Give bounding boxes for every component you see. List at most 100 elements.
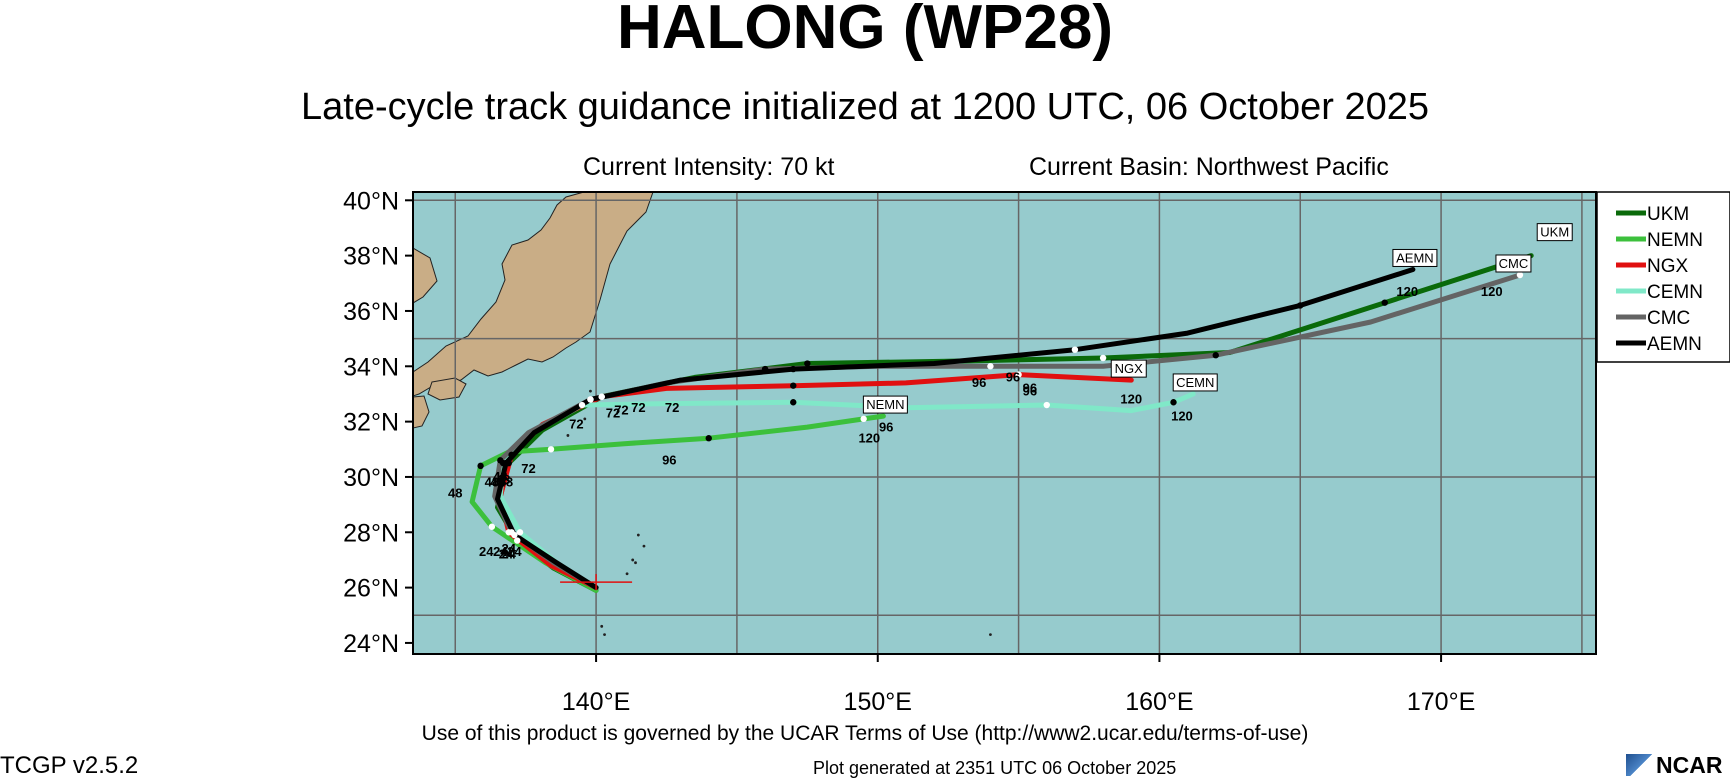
track-end-label: CEMN — [1176, 375, 1214, 390]
legend-label-ngx: NGX — [1647, 256, 1689, 277]
track-end-label: UKM — [1540, 225, 1569, 240]
ncar-logo: NCAR — [1626, 752, 1722, 779]
track-point-nemn — [477, 462, 484, 470]
current-basin: Current Basin: Northwest Pacific — [1029, 153, 1389, 181]
legend-label-nemn: NEMN — [1647, 230, 1703, 251]
legend-label-cmc: CMC — [1647, 308, 1690, 329]
track-point-aemn — [587, 396, 594, 403]
track-end-box — [862, 395, 908, 414]
forecast-hour-label: 72 — [521, 461, 535, 476]
track-point-ukm — [1099, 354, 1107, 362]
ocean-area — [413, 192, 1596, 654]
map-axes: 24°N 26°N 28°N 30°N 32°N 34°N 36°N 38°N 40°N 140°… — [343, 187, 1475, 716]
lat-tick-label: 28°N — [343, 519, 399, 547]
forecast-hour-label: 24 — [502, 541, 517, 556]
island-dot — [600, 624, 604, 628]
track-line-aemn — [495, 267, 1416, 591]
track-line-nemn — [469, 413, 886, 593]
track-point-cmc — [1212, 352, 1219, 359]
version-label: TCGP v2.5.2 — [0, 752, 139, 779]
legend-box — [1596, 191, 1730, 363]
lat-tick-label: 38°N — [343, 243, 399, 271]
forecast-hour-label: 24 — [479, 544, 494, 559]
forecast-hour-label: 96 — [662, 453, 676, 468]
track-end-label: AEMN — [1396, 250, 1434, 265]
track-point-nemn — [547, 446, 555, 453]
track-end-label: NGX — [1115, 361, 1144, 376]
legend-label-ukm: UKM — [1647, 204, 1689, 225]
legend-label-aemn: AEMN — [1647, 334, 1702, 355]
plot-generated-time: Plot generated at 2351 UTC 06 October 20… — [813, 758, 1177, 778]
island-dot — [631, 558, 635, 562]
track-end-label: CMC — [1499, 256, 1529, 271]
track-point-ukm — [804, 360, 811, 367]
forecast-hour-label: 48 — [499, 475, 513, 490]
track-point-cmc — [987, 363, 994, 370]
legend: UKM NEMN NGX CEMN CMC AEMN — [1596, 191, 1730, 363]
track-point-cemn — [578, 401, 586, 409]
track-point-aemn — [1071, 346, 1079, 353]
island-dot — [634, 561, 637, 565]
island-dot — [642, 544, 646, 548]
forecast-hour-label: 120 — [1396, 284, 1418, 299]
lat-tick-label: 26°N — [343, 575, 399, 603]
track-end-box — [1110, 359, 1147, 378]
forecast-hour-label: 72 — [569, 417, 583, 432]
track-point-cemn — [516, 529, 524, 536]
track-point-aemn — [502, 459, 510, 467]
legend-label-cemn: CEMN — [1647, 282, 1703, 303]
track-point-cemn — [790, 399, 797, 406]
track-point-cemn — [1170, 399, 1177, 406]
lon-tick-label: 160°E — [1125, 688, 1193, 716]
track-point-aemn — [1297, 302, 1304, 309]
forecast-hour-label: 120 — [1481, 284, 1503, 299]
lon-tick-label: 170°E — [1407, 688, 1475, 716]
lat-tick-label: 36°N — [343, 298, 399, 326]
lat-tick-label: 40°N — [343, 187, 399, 215]
ncar-logo-text: NCAR — [1656, 752, 1723, 778]
forecast-hour-label: 72 — [606, 405, 620, 420]
lat-tick-label: 24°N — [343, 630, 399, 658]
forecast-hour-label: 72 — [614, 403, 628, 418]
small-islands — [566, 389, 992, 637]
forecast-hour-label: 72 — [631, 400, 645, 415]
track-point-cmc — [497, 457, 504, 464]
lat-tick-label: 34°N — [343, 353, 399, 381]
forecast-hour-label: 24 — [493, 544, 508, 559]
map-title: HALONG (WP28) — [617, 0, 1113, 62]
forecast-tracks — [469, 253, 1534, 593]
track-map: 24 48 72 96 120 UKM 24 48 72 96 120 NEMN 24 48 72 96 120… — [343, 187, 1730, 716]
track-point-ngx — [508, 451, 515, 459]
track-point-ukm — [514, 537, 521, 544]
island-dot — [583, 417, 587, 421]
korea-coast — [413, 247, 438, 304]
forecast-hour-label: 24 — [499, 547, 514, 562]
current-intensity: Current Intensity: 70 kt — [583, 153, 835, 181]
track-end-box — [1172, 373, 1218, 392]
track-labels: 24 48 72 96 120 UKM 24 48 72 96 120 NEMN 24 48 72 96 120… — [448, 223, 1573, 562]
forecast-hour-label: 48 — [485, 475, 499, 490]
track-point-nemn — [860, 415, 867, 423]
track-point-nemn — [705, 435, 712, 442]
track-point-ngx — [598, 393, 605, 400]
island-dot — [603, 633, 606, 637]
forecast-hour-label: 72 — [665, 400, 679, 415]
forecast-hour-label: 96 — [972, 375, 986, 390]
track-point-nemn — [488, 523, 496, 530]
forecast-hour-label: 96 — [1023, 383, 1037, 398]
track-end-label: NEMN — [866, 397, 904, 412]
map-subtitle: Late-cycle track guidance initialized at… — [301, 86, 1429, 128]
track-point-cemn — [1043, 401, 1050, 409]
terms-of-use: Use of this product is governed by the U… — [421, 722, 1309, 745]
lat-tick-label: 30°N — [343, 464, 399, 492]
japan-kyushu — [413, 395, 430, 429]
forecast-hour-label: 96 — [879, 419, 893, 434]
island-dot — [989, 633, 992, 637]
forecast-hour-label: 48 — [490, 475, 504, 490]
forecast-hour-label: 120 — [1171, 408, 1193, 423]
forecast-hour-label: 48 — [493, 469, 507, 484]
track-point-ngx — [790, 382, 797, 389]
track-point-ngx — [1015, 371, 1022, 378]
track-point-ukm — [1381, 299, 1388, 306]
forecast-hour-label: 24 — [507, 544, 522, 559]
